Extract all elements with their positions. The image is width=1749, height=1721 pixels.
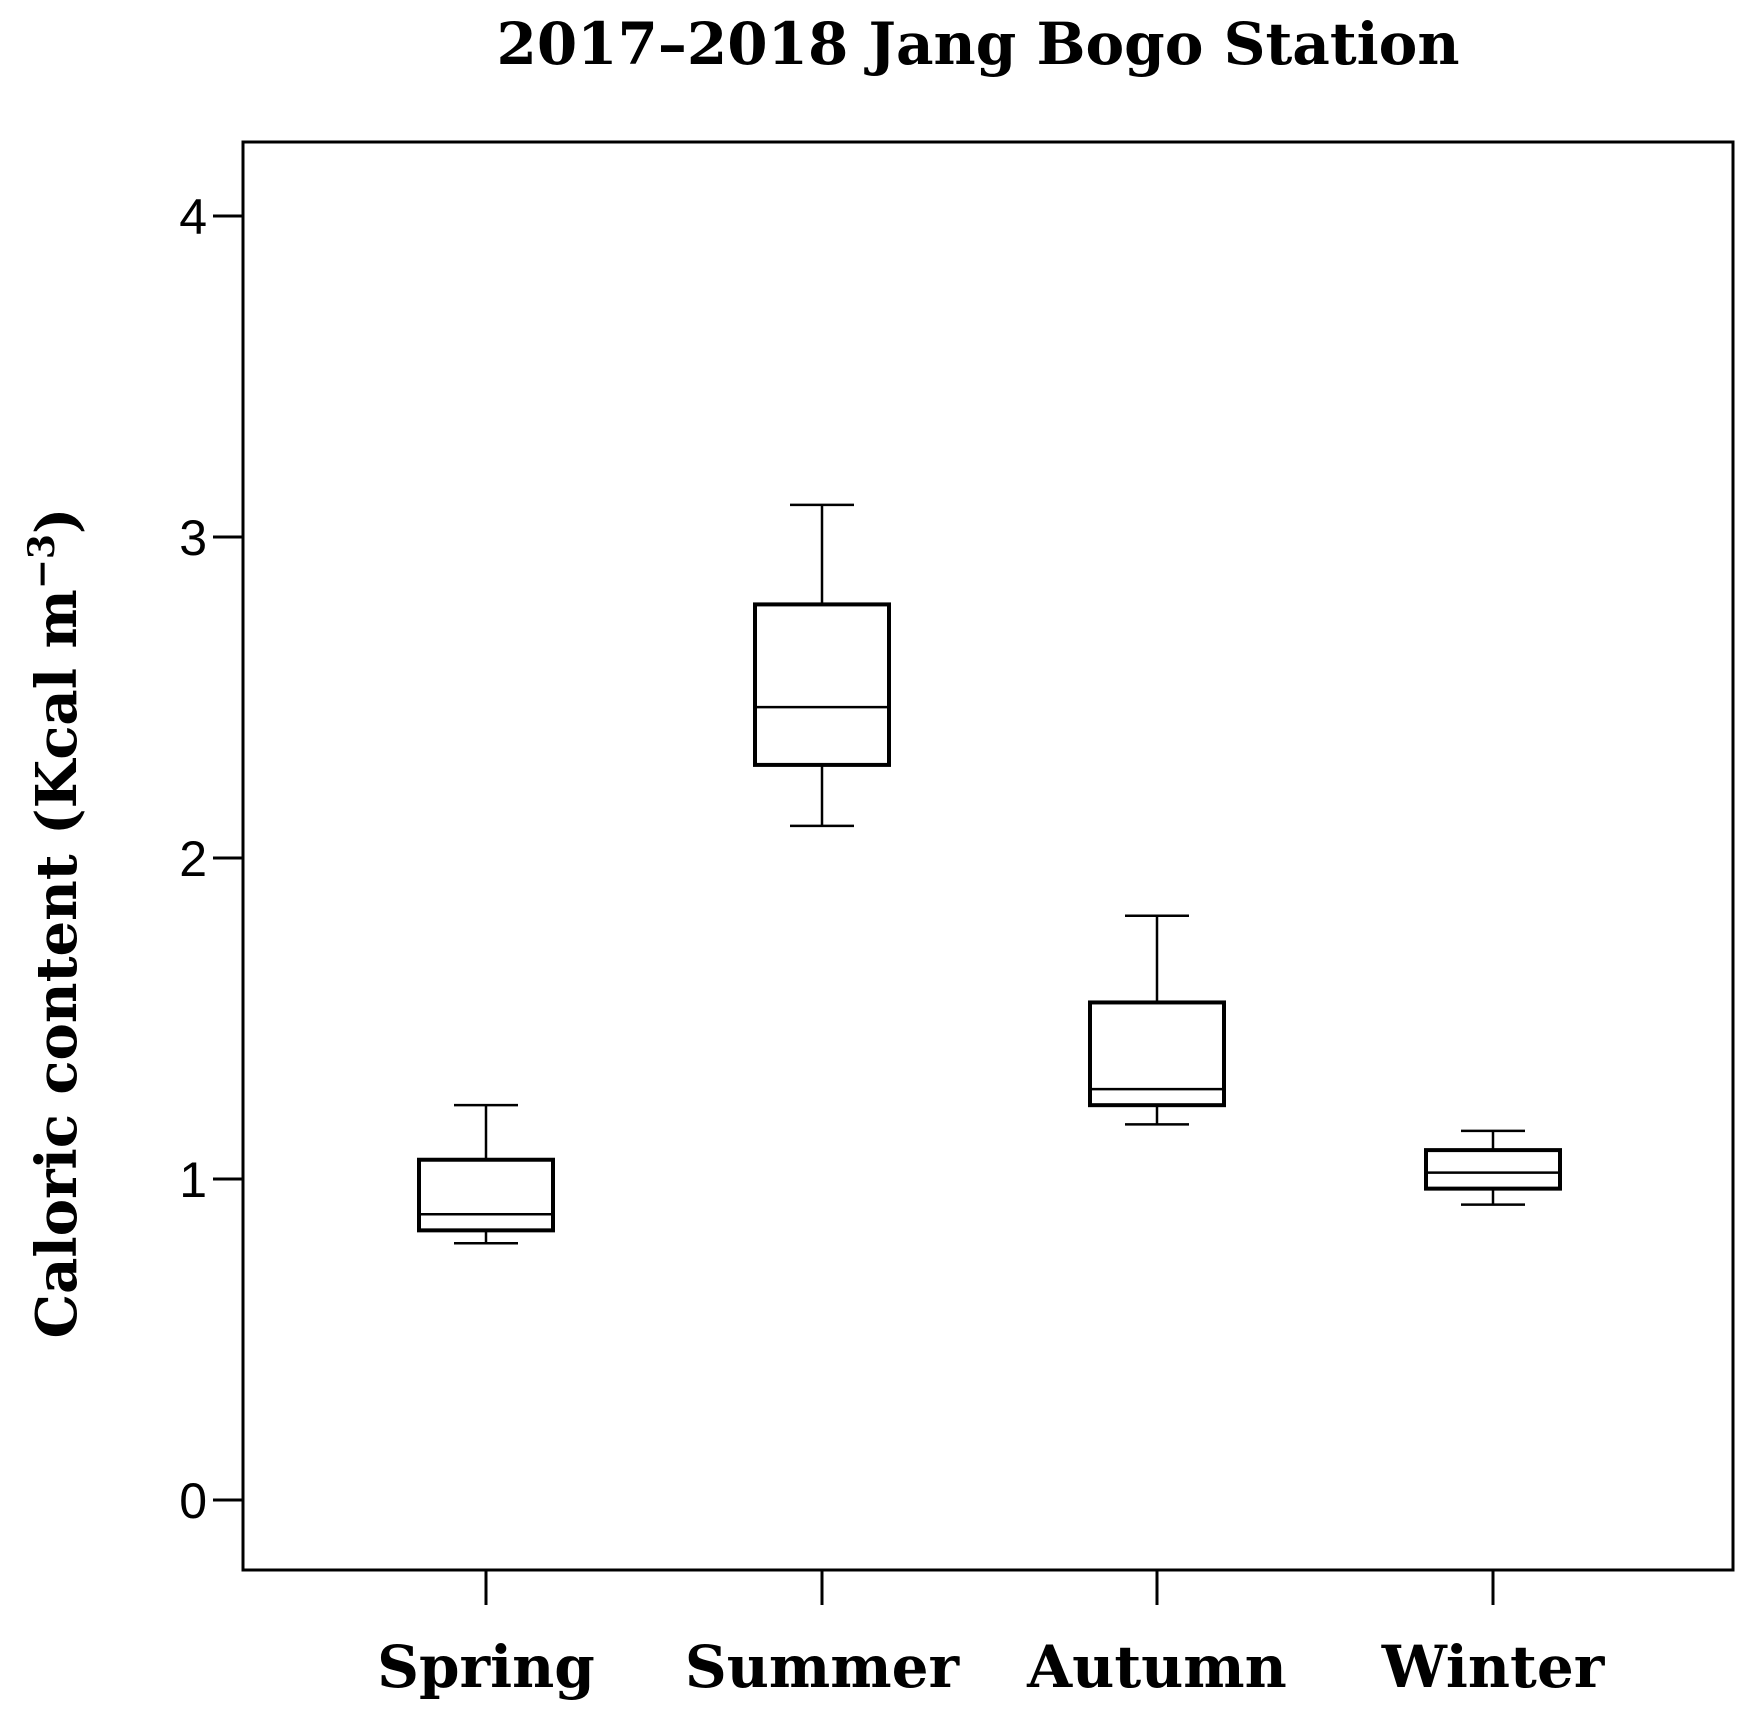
boxes-layer <box>417 503 1562 1245</box>
y-tick-label: 4 <box>179 189 207 245</box>
y-axis: 0 1 2 3 4 <box>179 189 243 1529</box>
box-autumn <box>1088 914 1226 1126</box>
chart-title: 2017–2018 Jang Bogo Station <box>496 10 1459 78</box>
iqr-box <box>753 602 891 767</box>
iqr-box <box>1088 1000 1226 1108</box>
y-tick-label: 2 <box>179 831 207 887</box>
y-tick-label: 0 <box>179 1473 207 1529</box>
y-axis-label-main: Caloric content (Kcal m <box>24 589 90 1338</box>
x-tick-label-spring: Spring <box>377 1633 595 1701</box>
iqr-box <box>417 1157 555 1233</box>
y-tick-label: 1 <box>179 1152 207 1208</box>
x-axis: Spring Summer Autumn Winter <box>377 1570 1606 1701</box>
box-winter <box>1424 1129 1562 1206</box>
x-tick-label-autumn: Autumn <box>1026 1633 1287 1701</box>
y-axis-label-end: ) <box>24 508 90 535</box>
x-tick-label-winter: Winter <box>1381 1633 1606 1701</box>
y-tick-label: 3 <box>179 510 207 566</box>
plot-frame <box>241 140 1735 1572</box>
y-axis-label: Caloric content (Kcal m−3) <box>21 508 90 1339</box>
box-summer <box>753 503 891 828</box>
iqr-box <box>1424 1148 1562 1191</box>
x-tick-label-summer: Summer <box>685 1633 961 1701</box>
y-axis-label-superscript: −3 <box>21 534 63 589</box>
box-spring <box>417 1103 555 1245</box>
